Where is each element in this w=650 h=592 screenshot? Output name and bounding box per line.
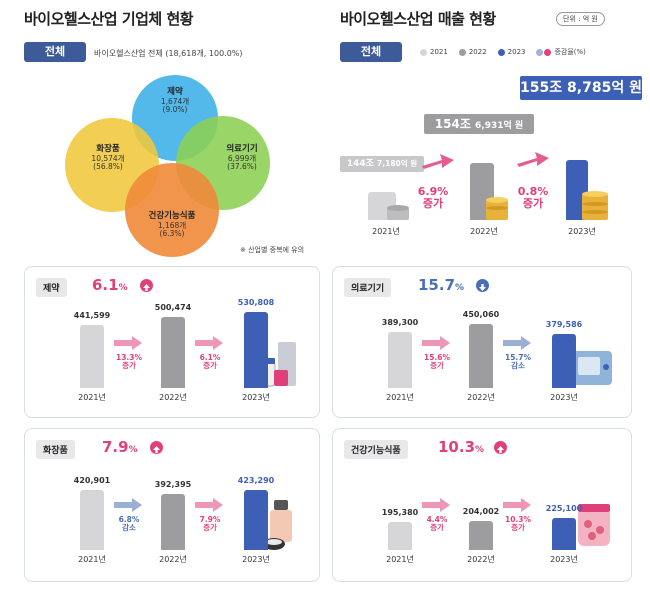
change-label-cosmetic-2: 7.9% 증가 (199, 515, 221, 533)
value-label-device-2022: 450,060 (462, 309, 500, 319)
change-label-cosmetic-1: 6.8% 감소 (118, 515, 140, 533)
year-label-health-2022: 2022년 (467, 555, 495, 564)
panel-device-label: 의료기기 (344, 278, 392, 297)
year-label-pharma-2021: 2021년 (78, 393, 106, 402)
venn-circle-health (125, 163, 219, 257)
legend-2021: 2021 (420, 47, 448, 57)
coins-2022-icon (486, 197, 508, 220)
change-label-device-2: 15.7% 감소 (504, 353, 532, 371)
left-title: 바이오헬스산업 기업체 현황 (24, 10, 194, 28)
legend: 2021 2022 2023 증감율(%) (420, 47, 586, 57)
panel-cosmetic-growth: 7.9% (102, 438, 138, 456)
total-callout-2021: 144조 7,180억 원 (340, 156, 424, 172)
bar-pharma-2023 (244, 312, 268, 388)
year-label-device-2021: 2021년 (386, 393, 414, 402)
bar-cosmetic-2022 (161, 493, 185, 550)
change-label-pharma-1: 13.3% 증가 (115, 353, 143, 371)
total-callout-2022: 154조 6,931억 원 (424, 114, 534, 134)
total-change-arrow-1-icon (422, 154, 454, 169)
venn-label-cosmetic: 화장품 10,574개 (56.8%) (91, 144, 125, 172)
venn-label-health: 건강기능식품 1,168개 (6.3%) (148, 211, 196, 239)
year-label-health-2023: 2023년 (550, 555, 578, 564)
panel-device-growth: 15.7% (418, 276, 465, 294)
year-label-cosmetic-2022: 2022년 (159, 555, 187, 564)
right-title: 바이오헬스산업 매출 현황 (340, 10, 496, 28)
value-label-cosmetic-2022: 392,395 (154, 479, 192, 489)
change-label-health-2: 10.3% 증가 (504, 515, 532, 533)
value-label-pharma-2022: 500,474 (154, 302, 192, 312)
coins-2023-icon (582, 191, 608, 220)
coins-2021-icon (387, 205, 409, 220)
change-arrow-cosmetic-2-icon (195, 498, 223, 512)
value-label-pharma-2021: 441,599 (73, 310, 111, 320)
bar-device-2023 (552, 333, 576, 388)
bar-pharma-2022 (161, 316, 185, 388)
panel-pharma-growth: 6.1% (92, 276, 128, 294)
venn-label-device: 의료기기 6,999개 (37.6%) (226, 144, 258, 172)
change-arrow-pharma-1-icon (114, 336, 142, 350)
venn-label-pharma: 제약 1,674개 (9.0%) (160, 87, 190, 115)
year-label-pharma-2023: 2023년 (242, 393, 270, 402)
left-total-chip: 전체 (24, 42, 86, 62)
year-label-device-2023: 2023년 (550, 393, 578, 402)
panel-pharma-up-icon (140, 279, 153, 292)
unit-badge: 단위 : 억 원 (556, 12, 605, 26)
change-arrow-device-1-icon (422, 336, 450, 350)
bar-pharma-2021 (80, 324, 104, 388)
bar-device-2022 (469, 323, 493, 388)
venn-diagram (65, 75, 270, 257)
panel-health-up-icon (494, 441, 507, 454)
left-total-text: 바이오헬스산업 전체 (18,618개, 100.0%) (94, 49, 243, 58)
year-label-pharma-2022: 2022년 (159, 393, 187, 402)
total-change-arrow-2-icon (517, 152, 549, 167)
year-label-device-2022: 2022년 (467, 393, 495, 402)
value-label-device-2021: 389,300 (381, 318, 419, 328)
value-label-health-2022: 204,002 (462, 506, 500, 516)
right-total-chip: 전체 (340, 42, 402, 62)
panel-health-growth: 10.3% (438, 438, 485, 456)
change-label-device-1: 15.6% 증가 (423, 353, 451, 371)
total-callout-2023: 155조 8,785억 원 (520, 76, 642, 100)
panel-pharma-label: 제약 (36, 278, 67, 297)
cosmetics-icon (263, 500, 292, 550)
total-year-2022: 2022년 (470, 227, 498, 236)
bar-health-2021 (388, 522, 412, 550)
change-arrow-device-2-icon (503, 336, 531, 350)
value-label-pharma-2023: 530,808 (237, 298, 275, 308)
bar-health-2022 (469, 520, 493, 550)
bar-cosmetic-2021 (80, 489, 104, 550)
bar-health-2023 (552, 517, 576, 550)
year-label-health-2021: 2021년 (386, 555, 414, 564)
year-label-cosmetic-2021: 2021년 (78, 555, 106, 564)
change-arrow-health-2-icon (503, 498, 531, 512)
change-arrow-pharma-2-icon (195, 336, 223, 350)
total-change-2: 0.8% 증가 (517, 185, 549, 211)
value-label-cosmetic-2021: 420,901 (73, 475, 111, 485)
supplement-icon (578, 504, 610, 546)
panel-cosmetic-up-icon (150, 441, 163, 454)
total-year-2023: 2023년 (568, 227, 596, 236)
change-arrow-cosmetic-1-icon (114, 498, 142, 512)
bar-device-2021 (388, 332, 412, 388)
change-arrow-health-1-icon (422, 498, 450, 512)
panel-device-down-icon (476, 279, 489, 292)
year-label-cosmetic-2023: 2023년 (242, 555, 270, 564)
bar-cosmetic-2023 (244, 489, 268, 550)
value-label-health-2023: 225,100 (545, 503, 583, 513)
medical-device-icon (572, 351, 612, 385)
change-label-health-1: 4.4% 증가 (426, 515, 448, 533)
legend-change: 증감율(%) (536, 47, 586, 57)
legend-2022: 2022 (458, 47, 487, 57)
value-label-device-2023: 379,586 (545, 319, 583, 329)
panel-health-label: 건강기능식품 (344, 440, 408, 459)
value-label-health-2021: 195,380 (381, 508, 419, 518)
legend-2023: 2023 (497, 47, 525, 57)
value-label-cosmetic-2023: 423,290 (237, 475, 275, 485)
venn-note: ※ 산업별 중복에 유의 (240, 246, 305, 254)
total-year-2021: 2021년 (372, 227, 400, 236)
change-label-pharma-2: 6.1% 증가 (199, 353, 221, 371)
total-change-1: 6.9% 증가 (417, 185, 449, 211)
panel-cosmetic-label: 화장품 (36, 440, 75, 459)
